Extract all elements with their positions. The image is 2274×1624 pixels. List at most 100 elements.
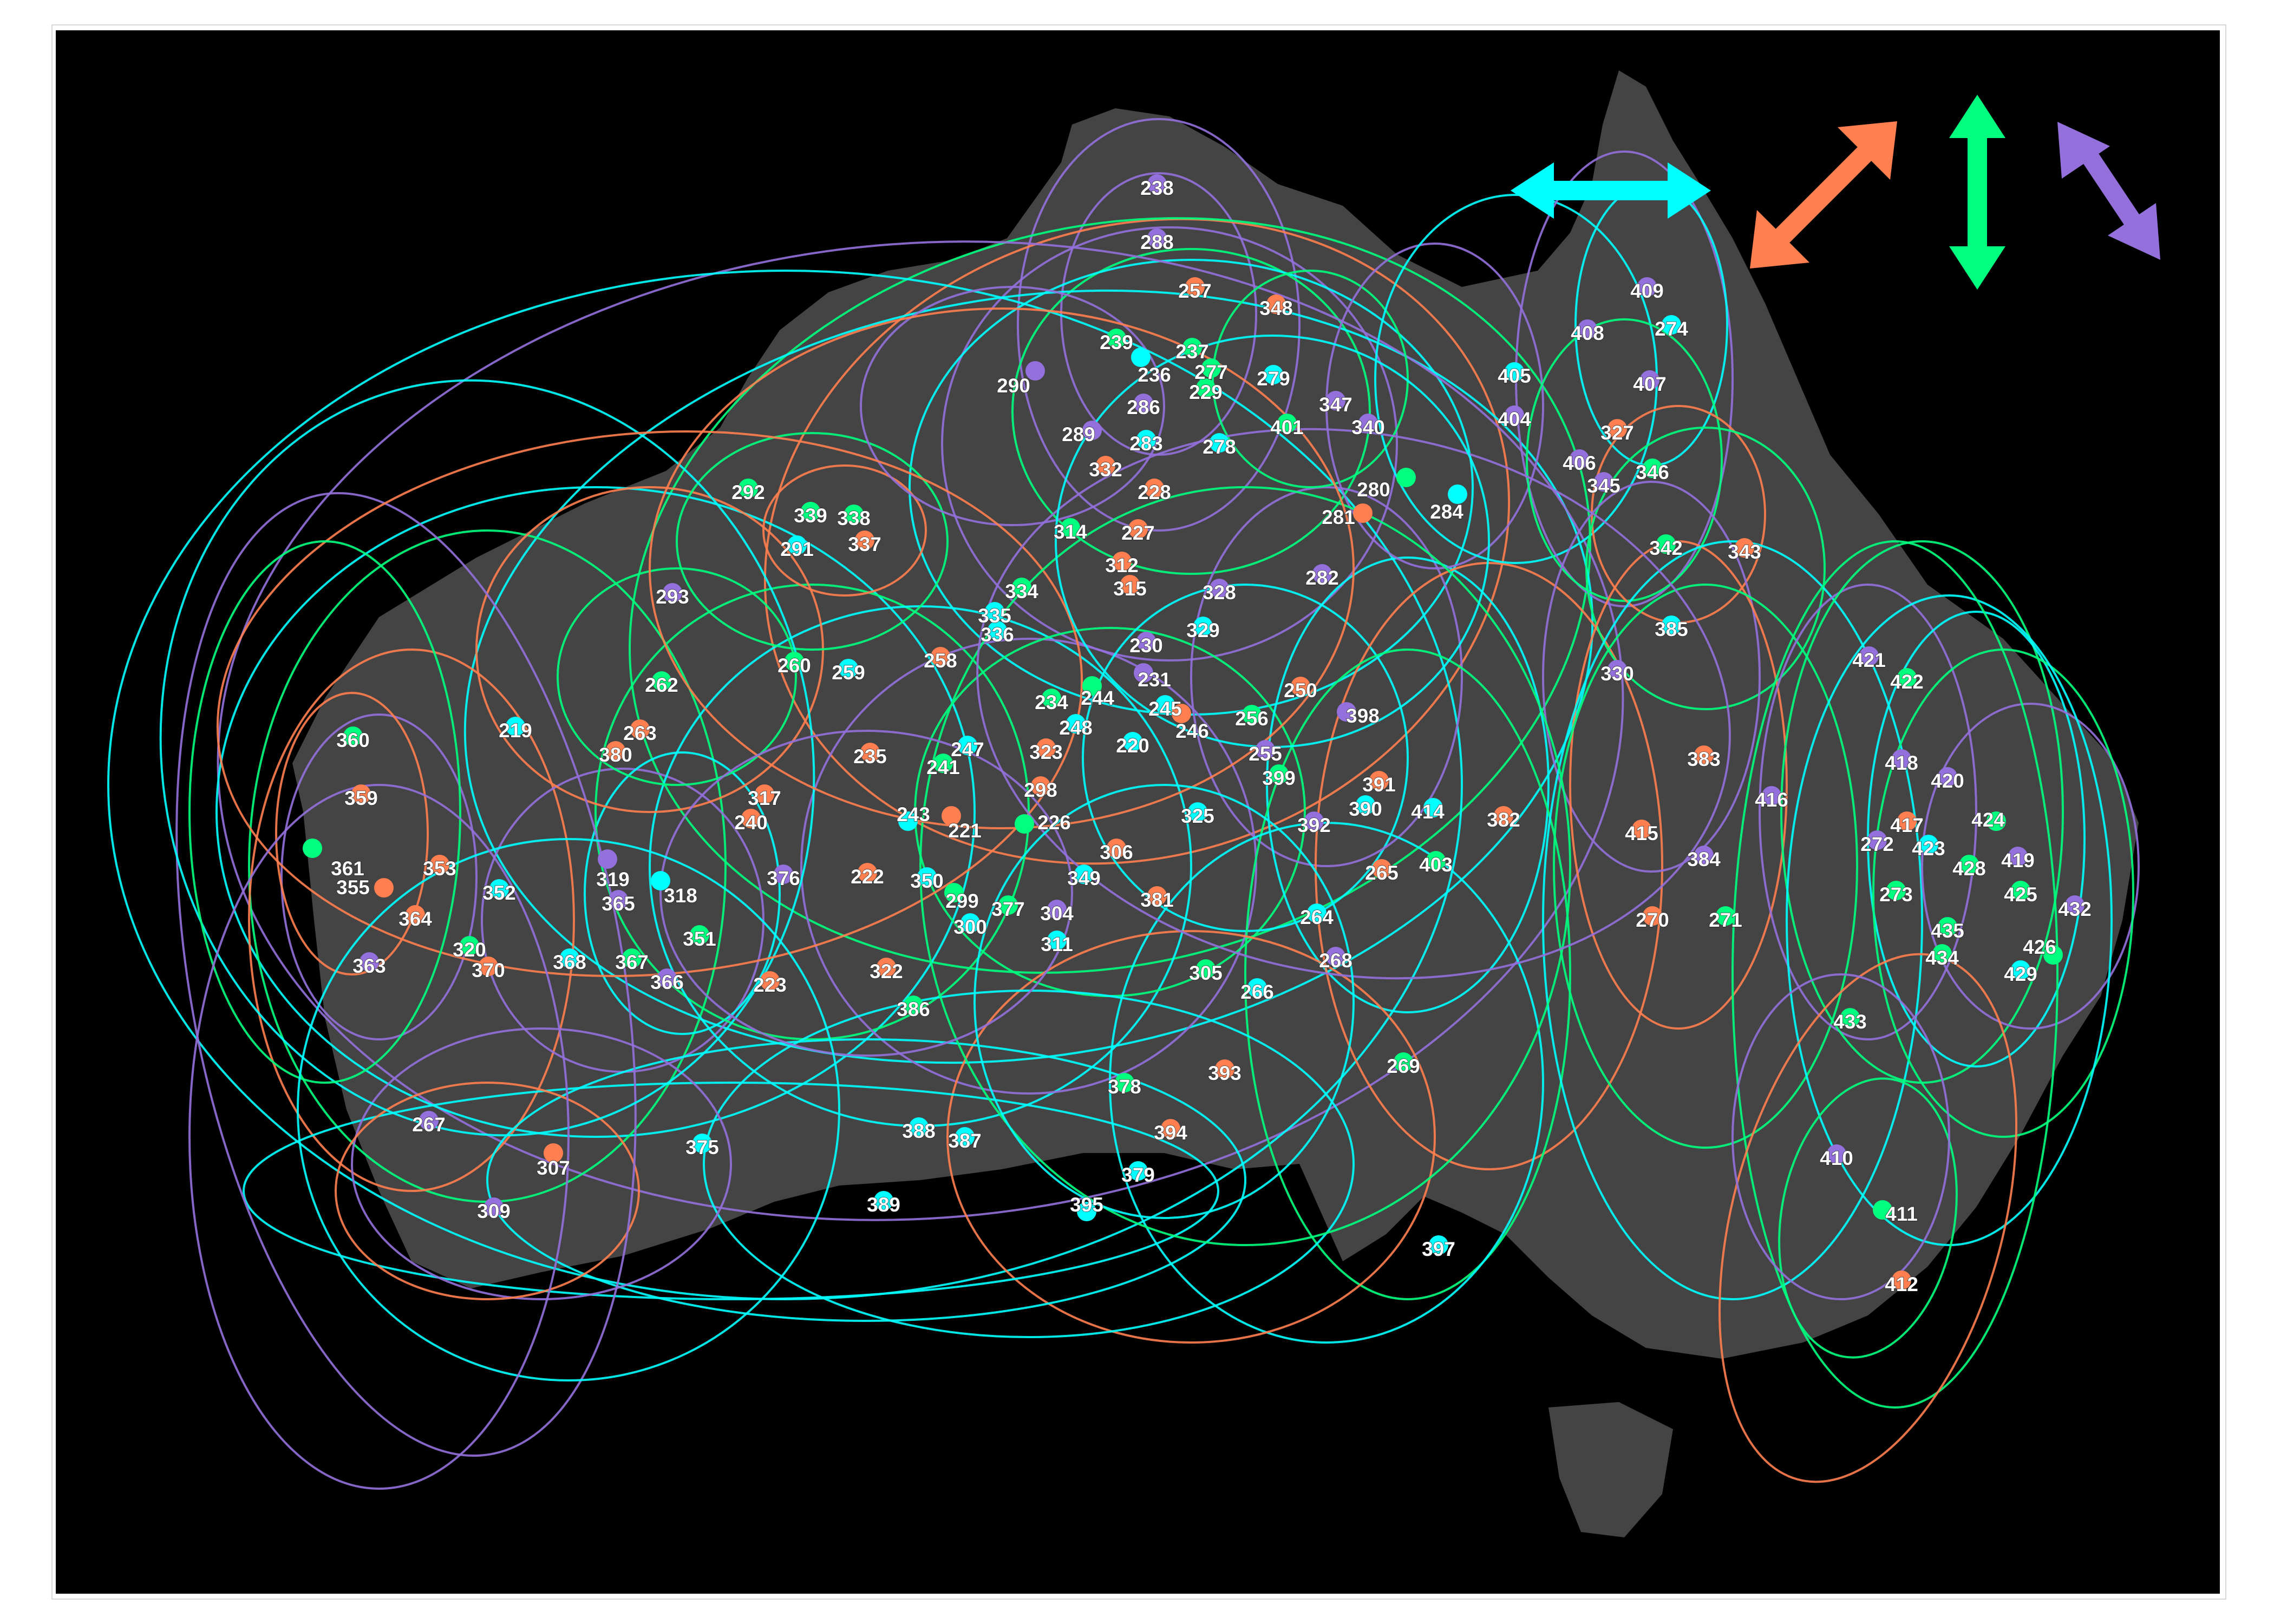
site-marker[interactable] xyxy=(1015,814,1034,834)
site-marker[interactable] xyxy=(1312,564,1332,584)
site-marker[interactable] xyxy=(2011,881,2030,900)
site-marker[interactable] xyxy=(1429,1235,1448,1255)
site-marker[interactable] xyxy=(1919,835,1938,854)
site-marker[interactable] xyxy=(909,1117,929,1137)
site-marker[interactable] xyxy=(1042,689,1061,708)
site-marker[interactable] xyxy=(985,602,1004,621)
site-marker[interactable] xyxy=(651,871,670,890)
site-marker[interactable] xyxy=(1256,740,1275,759)
site-marker[interactable] xyxy=(622,948,642,968)
site-marker[interactable] xyxy=(1873,1200,1892,1220)
site-marker[interactable] xyxy=(1423,798,1443,817)
site-marker[interactable] xyxy=(1025,361,1045,381)
site-marker[interactable] xyxy=(1147,228,1167,248)
site-marker[interactable] xyxy=(663,583,682,603)
site-marker[interactable] xyxy=(1356,795,1375,815)
site-marker[interactable] xyxy=(692,1134,712,1153)
site-marker[interactable] xyxy=(374,878,394,898)
site-marker[interactable] xyxy=(1897,811,1917,831)
site-marker[interactable] xyxy=(1892,749,1911,769)
site-marker[interactable] xyxy=(1047,931,1067,950)
site-marker[interactable] xyxy=(303,839,322,858)
site-marker[interactable] xyxy=(1886,881,1906,900)
site-marker[interactable] xyxy=(855,531,874,550)
site-marker[interactable] xyxy=(944,883,964,902)
site-marker[interactable] xyxy=(1938,917,1957,937)
site-marker[interactable] xyxy=(1448,484,1467,504)
site-marker[interactable] xyxy=(406,905,425,925)
site-marker[interactable] xyxy=(860,743,880,762)
site-marker[interactable] xyxy=(1594,472,1613,492)
site-marker[interactable] xyxy=(1987,811,2006,831)
site-marker[interactable] xyxy=(690,925,709,945)
site-marker[interactable] xyxy=(430,855,449,874)
site-marker[interactable] xyxy=(1494,806,1513,826)
site-marker[interactable] xyxy=(1735,538,1754,558)
site-marker[interactable] xyxy=(1031,776,1050,796)
site-marker[interactable] xyxy=(801,502,820,521)
site-marker[interactable] xyxy=(1134,394,1153,413)
site-marker[interactable] xyxy=(1201,358,1221,378)
site-marker[interactable] xyxy=(1077,1202,1096,1221)
site-marker[interactable] xyxy=(1147,174,1167,194)
site-marker[interactable] xyxy=(1372,859,1391,879)
site-marker[interactable] xyxy=(609,890,628,909)
site-marker[interactable] xyxy=(343,726,363,746)
site-marker[interactable] xyxy=(1326,391,1345,410)
site-marker[interactable] xyxy=(1107,329,1126,348)
site-marker[interactable] xyxy=(839,659,858,678)
site-marker[interactable] xyxy=(1291,677,1310,696)
site-marker[interactable] xyxy=(598,849,617,869)
site-marker[interactable] xyxy=(1036,738,1056,758)
site-marker[interactable] xyxy=(606,741,625,761)
site-marker[interactable] xyxy=(1247,978,1267,998)
site-marker[interactable] xyxy=(917,867,937,887)
site-marker[interactable] xyxy=(1938,767,1957,787)
site-marker[interactable] xyxy=(560,948,579,968)
site-marker[interactable] xyxy=(1304,811,1324,831)
site-marker[interactable] xyxy=(360,952,379,972)
site-marker[interactable] xyxy=(1082,421,1102,440)
site-marker[interactable] xyxy=(1096,456,1115,475)
site-marker[interactable] xyxy=(1115,1073,1134,1092)
site-marker[interactable] xyxy=(785,652,804,671)
site-marker[interactable] xyxy=(1578,319,1597,339)
site-marker[interactable] xyxy=(1196,378,1216,398)
site-marker[interactable] xyxy=(874,1191,893,1210)
site-marker[interactable] xyxy=(1662,315,1681,335)
site-marker[interactable] xyxy=(1640,370,1659,390)
site-marker[interactable] xyxy=(1082,676,1102,696)
site-marker[interactable] xyxy=(1897,668,1917,687)
site-marker[interactable] xyxy=(741,809,761,828)
site-marker[interactable] xyxy=(942,806,961,826)
site-marker[interactable] xyxy=(1269,764,1289,784)
site-marker[interactable] xyxy=(1136,632,1156,651)
site-marker[interactable] xyxy=(1196,959,1216,979)
site-marker[interactable] xyxy=(1762,786,1781,806)
site-marker[interactable] xyxy=(1505,405,1524,425)
site-marker[interactable] xyxy=(1353,503,1373,523)
site-marker[interactable] xyxy=(1242,705,1262,724)
site-marker[interactable] xyxy=(774,865,793,884)
site-marker[interactable] xyxy=(1396,468,1416,487)
site-marker[interactable] xyxy=(1185,277,1205,297)
site-marker[interactable] xyxy=(755,784,774,804)
site-marker[interactable] xyxy=(484,1197,504,1217)
site-marker[interactable] xyxy=(1307,903,1327,923)
site-marker[interactable] xyxy=(1147,886,1167,906)
site-marker[interactable] xyxy=(489,879,509,899)
site-marker[interactable] xyxy=(1277,414,1297,433)
site-marker[interactable] xyxy=(1867,830,1887,850)
site-marker[interactable] xyxy=(2043,945,2063,965)
site-marker[interactable] xyxy=(1182,338,1202,357)
site-marker[interactable] xyxy=(844,505,864,524)
site-marker[interactable] xyxy=(877,958,896,977)
site-marker[interactable] xyxy=(998,895,1018,915)
site-marker[interactable] xyxy=(1932,944,1952,964)
site-marker[interactable] xyxy=(958,736,977,755)
site-marker[interactable] xyxy=(1394,1052,1413,1072)
site-marker[interactable] xyxy=(1161,1119,1180,1138)
site-marker[interactable] xyxy=(1172,704,1191,723)
site-marker[interactable] xyxy=(960,913,980,933)
